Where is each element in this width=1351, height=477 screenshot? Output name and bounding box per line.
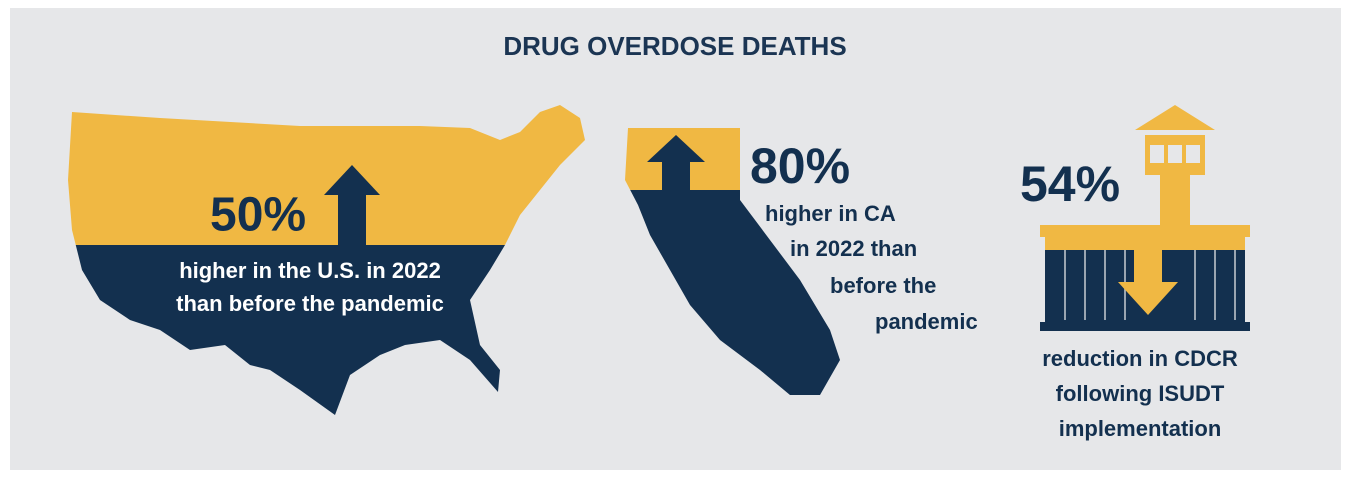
stat-line: in 2022 than xyxy=(790,236,917,261)
up-arrow xyxy=(324,165,380,245)
stat-line: before the xyxy=(830,273,936,298)
stat-line: implementation xyxy=(1059,416,1222,441)
stat-line: pandemic xyxy=(875,309,978,334)
prison-icon xyxy=(1040,105,1250,331)
stat-line: higher in CA xyxy=(765,201,896,226)
stat-line: than before the pandemic xyxy=(176,291,444,316)
stat-value: 50% xyxy=(210,189,306,242)
stat-line: reduction in CDCR xyxy=(1042,346,1238,371)
up-arrow xyxy=(647,135,705,190)
stat-value: 54% xyxy=(1020,156,1120,212)
stat-value: 80% xyxy=(750,138,850,194)
title: DRUG OVERDOSE DEATHS xyxy=(503,31,846,61)
stat-line: following ISUDT xyxy=(1056,381,1225,406)
stat-line: higher in the U.S. in 2022 xyxy=(179,258,441,283)
